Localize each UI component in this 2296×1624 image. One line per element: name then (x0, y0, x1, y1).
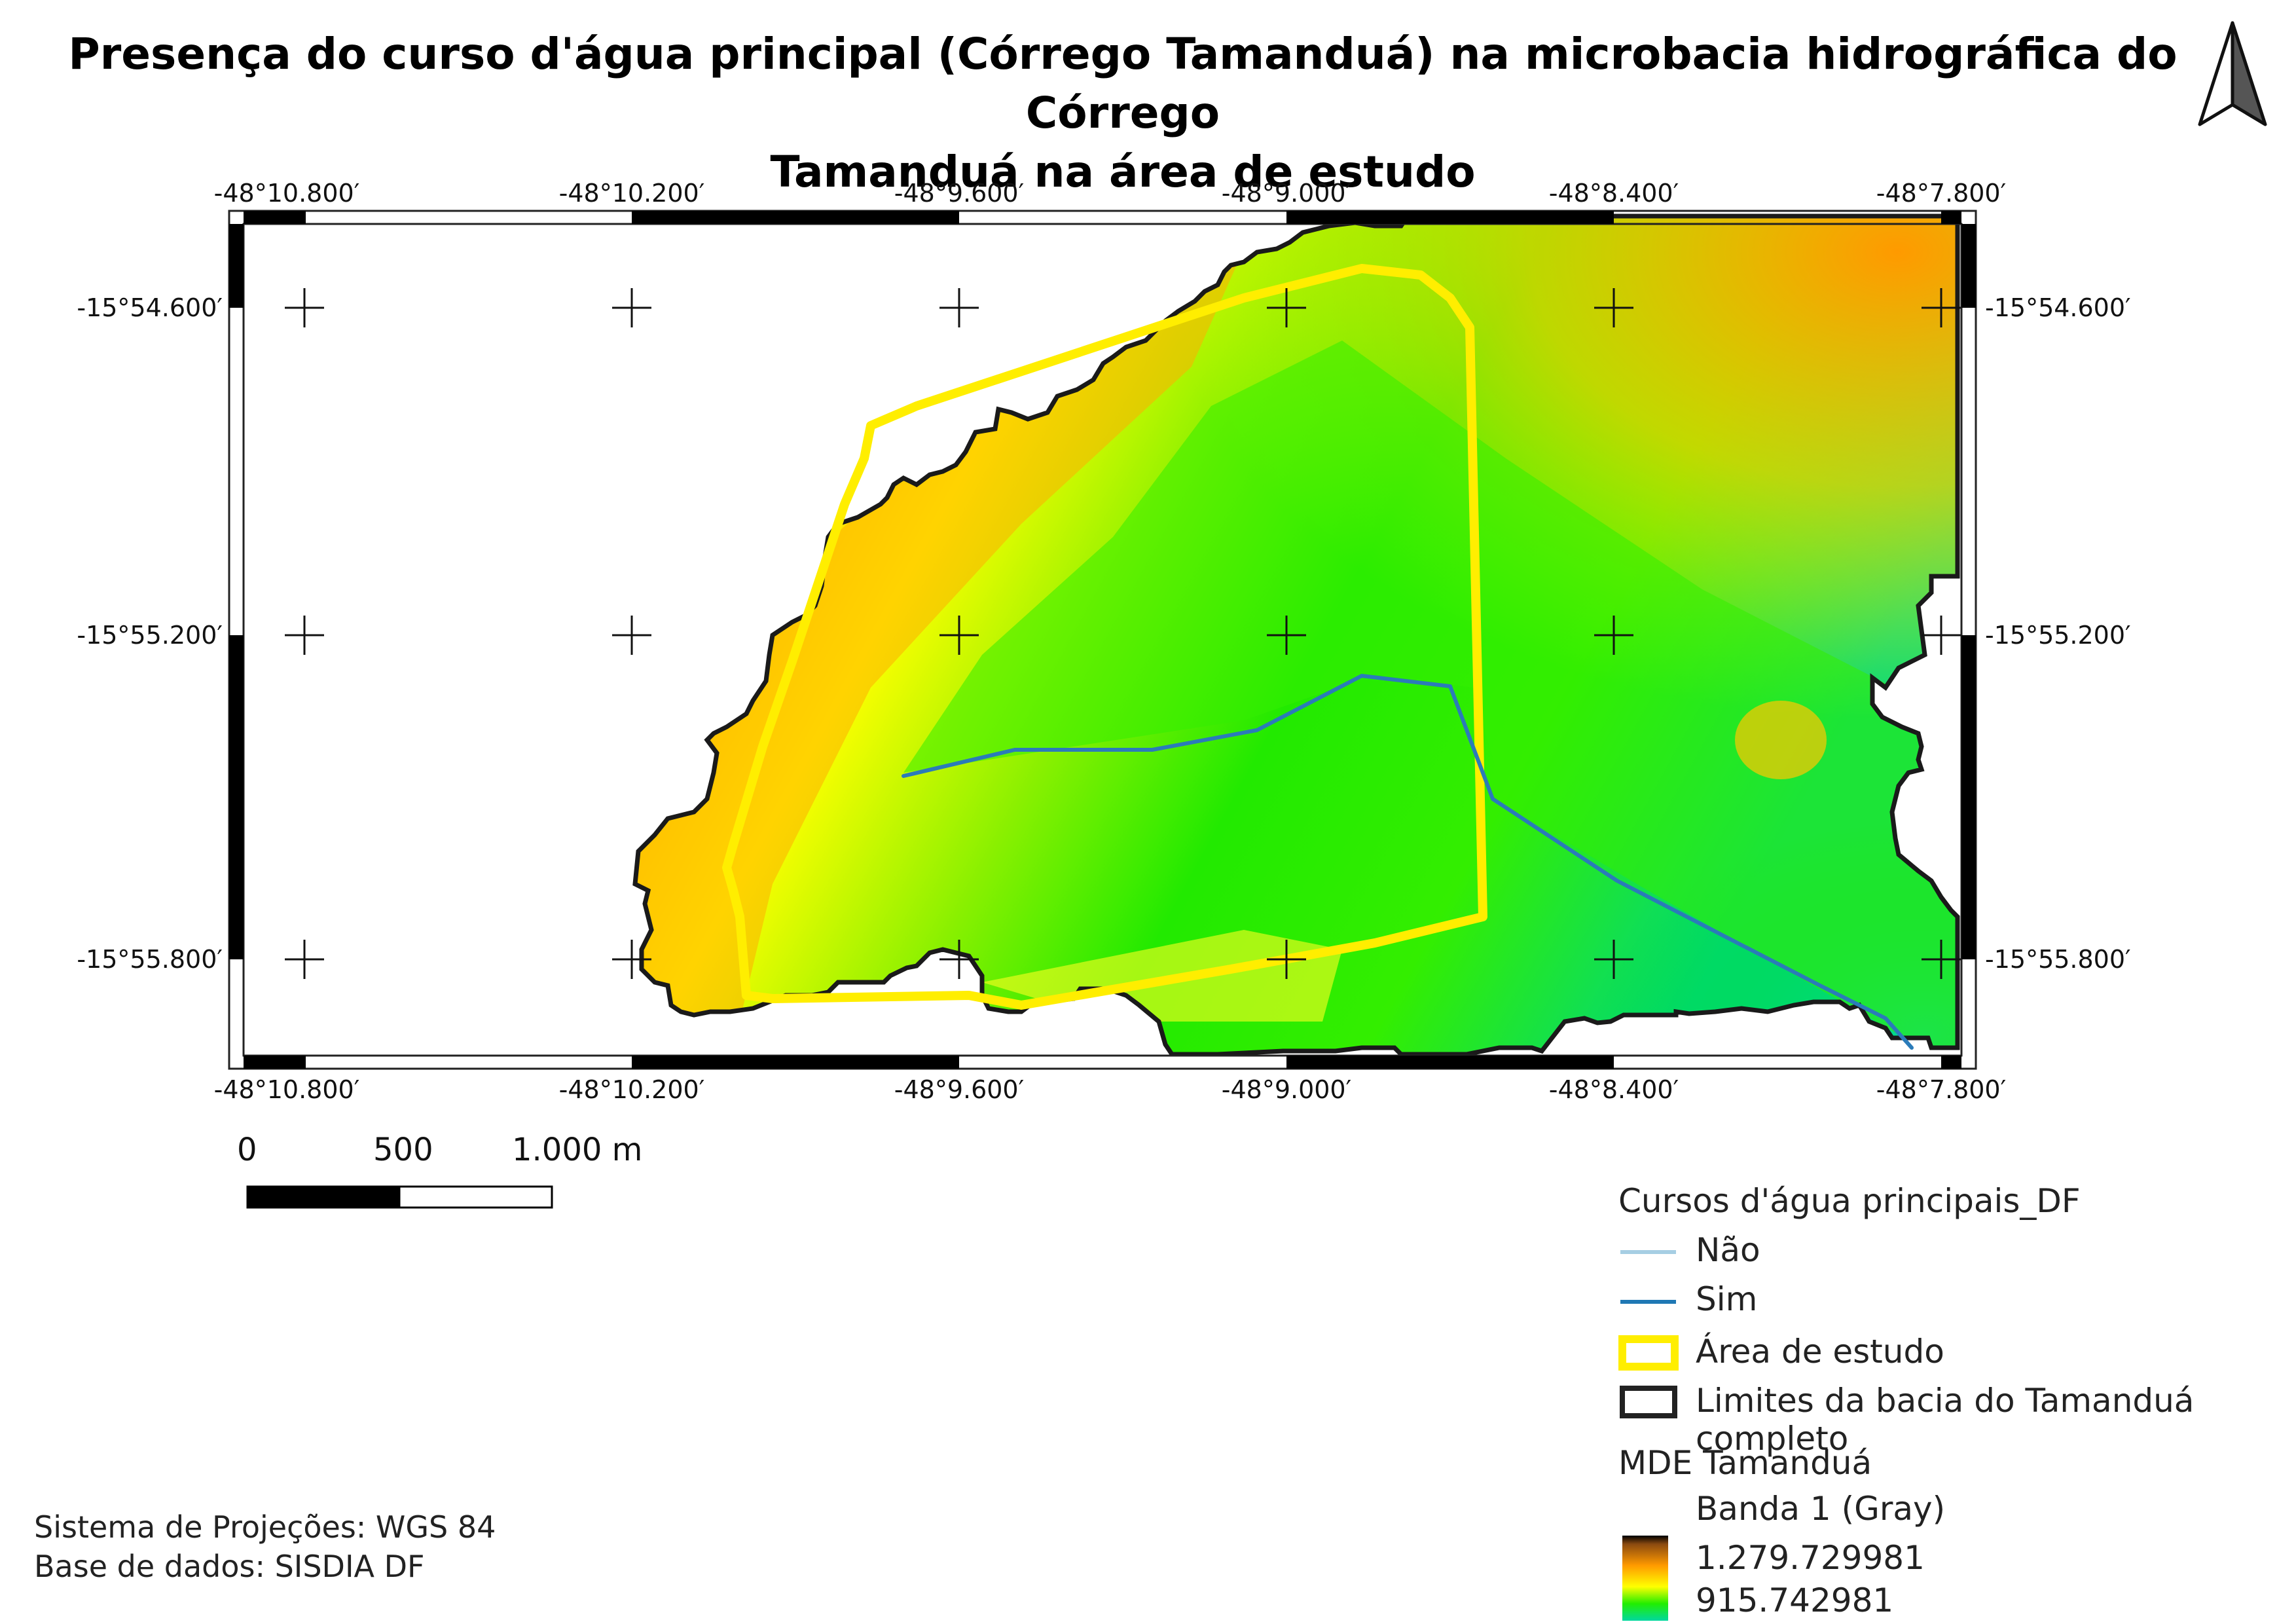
grid-crosses (285, 288, 1961, 979)
legend-dem-band: Banda 1 (Gray) (1696, 1490, 1946, 1528)
bottom-lon-label: -48°8.400′ (1549, 1075, 1679, 1104)
top-lon-label: -48°10.800′ (214, 179, 360, 208)
study-area-outline (722, 264, 1487, 1010)
right-latitude-labels: -15°54.600′ -15°55.200′ -15°55.800′ (1985, 293, 2131, 974)
scale-label-1000m: 1.000 m (512, 1132, 643, 1168)
top-lon-label: -48°10.200′ (559, 179, 705, 208)
footer-database: Base de dados: SISDIA DF (34, 1549, 425, 1584)
map-title: Presença do curso d'água principal (Córr… (0, 25, 2246, 202)
legend-item-study-area: Área de estudo (1696, 1333, 1944, 1371)
legend-dem-title: MDE Tamanduá (1618, 1444, 1872, 1482)
bottom-lon-label: -48°10.800′ (214, 1075, 360, 1104)
right-lat-label: -15°55.800′ (1985, 945, 2131, 974)
top-lon-label: -48°9.600′ (894, 179, 1024, 208)
scale-bar (246, 1185, 553, 1209)
top-longitude-labels: -48°10.800′ -48°10.200′ -48°9.600′ -48°9… (214, 179, 2007, 208)
legend-dem-min: 915.742981 (1696, 1581, 1894, 1619)
legend-symbols (1618, 1250, 1679, 1418)
legend-dem-max: 1.279.729981 (1696, 1539, 1925, 1577)
bottom-lon-label: -48°7.800′ (1876, 1075, 2006, 1104)
stream-corrego-tamandua (902, 674, 1914, 1050)
right-lat-label: -15°54.600′ (1985, 293, 2131, 322)
left-latitude-labels: -15°54.600′ -15°55.200′ -15°55.800′ (77, 293, 223, 974)
map-title-line1: Presença do curso d'água principal (Córr… (68, 29, 2178, 138)
legend-title: Cursos d'água principais_DF (1618, 1182, 2081, 1220)
right-lat-label: -15°55.200′ (1985, 621, 2131, 650)
north-arrow-icon (2198, 21, 2267, 126)
top-lon-label: -48°7.800′ (1876, 179, 2006, 208)
scale-label-500: 500 (373, 1132, 433, 1168)
top-lon-label: -48°9.000′ (1222, 179, 1351, 208)
top-lon-label: -48°8.400′ (1549, 179, 1679, 208)
legend-item-sim: Sim (1696, 1280, 1758, 1318)
left-lat-label: -15°54.600′ (77, 293, 223, 322)
bottom-longitude-labels: -48°10.800′ -48°10.200′ -48°9.600′ -48°9… (214, 1075, 2007, 1104)
scale-label-0: 0 (237, 1132, 257, 1168)
left-lat-label: -15°55.200′ (77, 621, 223, 650)
footer-projection: Sistema de Projeções: WGS 84 (34, 1509, 496, 1545)
left-lat-label: -15°55.800′ (77, 945, 223, 974)
map-frame-border (228, 210, 1977, 1070)
bottom-lon-label: -48°9.600′ (894, 1075, 1024, 1104)
bottom-lon-label: -48°10.200′ (559, 1075, 705, 1104)
map-title-line2: Tamanduá na área de estudo (770, 147, 1476, 197)
legend-item-basin-limits: Limites da bacia do Tamanduá completo (1696, 1382, 2195, 1458)
bottom-lon-label: -48°9.000′ (1222, 1075, 1351, 1104)
dem-color-ramp (1622, 1536, 1668, 1621)
legend-item-nao: Não (1696, 1231, 1760, 1269)
